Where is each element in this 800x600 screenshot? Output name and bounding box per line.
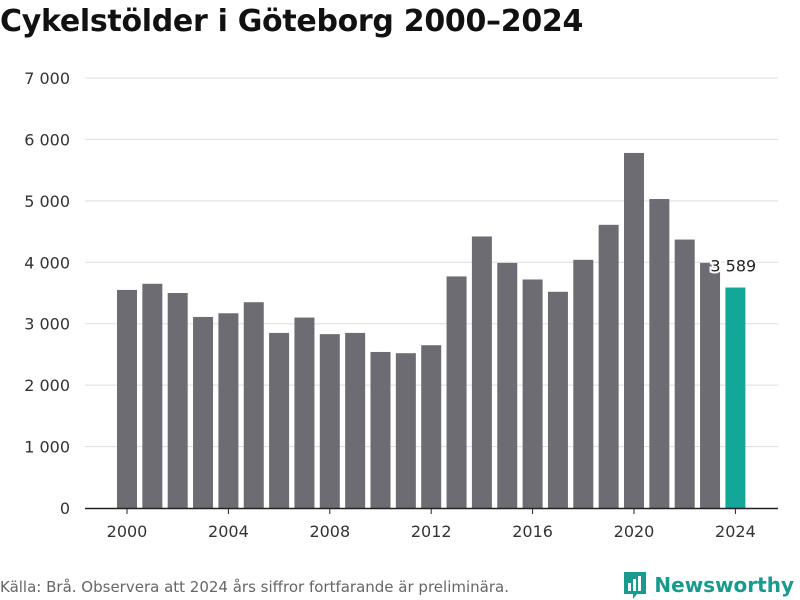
y-axis-ticks: 0 1 000 2 000 3 000 4 000 5 000 6 000 7 000: [24, 69, 70, 518]
brand-logo: Newsworthy: [622, 570, 794, 600]
bar-2012: [421, 345, 442, 508]
x-axis: 2000 2004 2008 2012 2016 2020 2024: [85, 507, 778, 541]
bar-chart: 0 1 000 2 000 3 000 4 000 5 000 6 000 7 000 200…: [24, 69, 778, 541]
bar-2008: [319, 334, 340, 508]
bar-2006: [269, 332, 290, 508]
x-tick-label: 2004: [208, 522, 249, 541]
y-tick-label: 0: [60, 499, 70, 518]
source-note: Källa: Brå. Observera att 2024 års siffr…: [0, 578, 509, 596]
y-tick-label: 5 000: [24, 192, 70, 211]
bar-2010: [370, 351, 391, 508]
y-tick-label: 4 000: [24, 253, 70, 272]
bar-2017: [547, 291, 568, 508]
bar-2013: [446, 276, 467, 508]
y-tick-label: 1 000: [24, 438, 70, 457]
bar-2015: [497, 262, 518, 508]
bar-2004: [218, 313, 239, 508]
bar-2003: [193, 316, 214, 508]
bar-2021: [649, 199, 670, 508]
bar-2019: [598, 224, 619, 509]
bar-2011: [395, 353, 416, 508]
x-tick-label: 2016: [512, 522, 553, 541]
bar-2023: [700, 262, 721, 508]
x-tick-label: 2020: [614, 522, 655, 541]
y-tick-label: 6 000: [24, 130, 70, 149]
y-tick-label: 3 000: [24, 315, 70, 334]
y-tick-label: 2 000: [24, 376, 70, 395]
x-tick-label: 2024: [715, 522, 756, 541]
y-tick-label: 7 000: [24, 69, 70, 88]
bar-2001: [142, 283, 163, 508]
bar-2014: [471, 236, 492, 508]
chart-title: Cykelstölder i Göteborg 2000–2024: [0, 4, 584, 39]
bar-2007: [294, 317, 315, 508]
x-tick-label: 2000: [107, 522, 148, 541]
bar-2005: [243, 302, 264, 508]
bars: [117, 152, 746, 509]
bar-2020: [624, 152, 644, 508]
bar-2002: [167, 293, 188, 508]
bar-2024: [725, 287, 746, 508]
newsworthy-logo-icon: [624, 572, 647, 599]
brand-name: Newsworthy: [654, 573, 794, 597]
bar-2022: [674, 239, 695, 509]
x-tick-label: 2008: [309, 522, 350, 541]
bar-2018: [573, 259, 594, 508]
bar-2000: [117, 289, 137, 508]
bar-2016: [522, 279, 543, 508]
data-label: 3 589: [710, 257, 756, 276]
x-tick-label: 2012: [411, 522, 452, 541]
bar-2009: [345, 332, 366, 508]
data-labels: 3 589: [708, 255, 758, 278]
